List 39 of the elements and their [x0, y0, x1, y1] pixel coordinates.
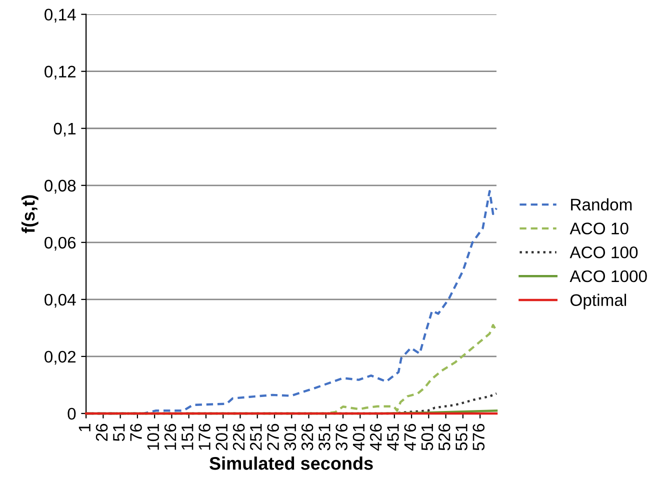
legend-label: Optimal — [570, 294, 626, 310]
y-tick-label: 0,08 — [44, 180, 76, 194]
x-tick-label: 51 — [113, 424, 125, 442]
x-tick-label: 76 — [130, 424, 142, 441]
y-tick-label: 0,14 — [44, 8, 76, 23]
x-tick-label: 226 — [232, 424, 245, 450]
x-tick-label: 526 — [438, 424, 450, 450]
x-tick-label: 276 — [267, 424, 279, 450]
y-tick-label: 0,06 — [44, 236, 76, 251]
x-tick-label: 126 — [164, 424, 176, 450]
x-axis-title: Simulated seconds — [210, 456, 373, 470]
y-tick-label: 0,02 — [44, 350, 76, 365]
x-tick-label: 1 — [78, 424, 90, 432]
x-tick-label: 351 — [318, 424, 330, 450]
x-tick-label: 301 — [284, 424, 296, 450]
x-tick-label: 451 — [387, 424, 399, 451]
x-tick-label: 426 — [370, 424, 382, 451]
legend-label: ACO 100 — [570, 246, 638, 258]
x-tick-label: 326 — [301, 424, 314, 450]
y-tick-label: 0,04 — [44, 294, 76, 308]
y-tick-label: 0,12 — [44, 66, 76, 80]
x-tick-label: 151 — [182, 424, 194, 450]
legend-label: Random — [571, 198, 632, 211]
legend-label: ACO 10 — [570, 222, 628, 234]
x-tick-label: 201 — [216, 424, 228, 450]
y-tick-label: 0 — [68, 408, 76, 420]
x-tick-label: 176 — [198, 424, 210, 450]
x-tick-label: 101 — [147, 424, 160, 450]
x-tick-label: 376 — [336, 424, 348, 450]
y-tick-label: 0,1 — [54, 122, 76, 137]
x-tick-label: 551 — [456, 424, 468, 450]
legend-label: ACO 1000 — [570, 270, 647, 282]
x-tick-label: 476 — [404, 424, 416, 451]
x-tick-label: 251 — [250, 424, 262, 450]
x-tick-label: 576 — [472, 424, 485, 450]
x-tick-label: 401 — [352, 424, 365, 451]
x-tick-label: 501 — [421, 424, 434, 450]
x-tick-label: 26 — [96, 424, 108, 441]
y-axis-title: f(s,t) — [22, 195, 38, 234]
